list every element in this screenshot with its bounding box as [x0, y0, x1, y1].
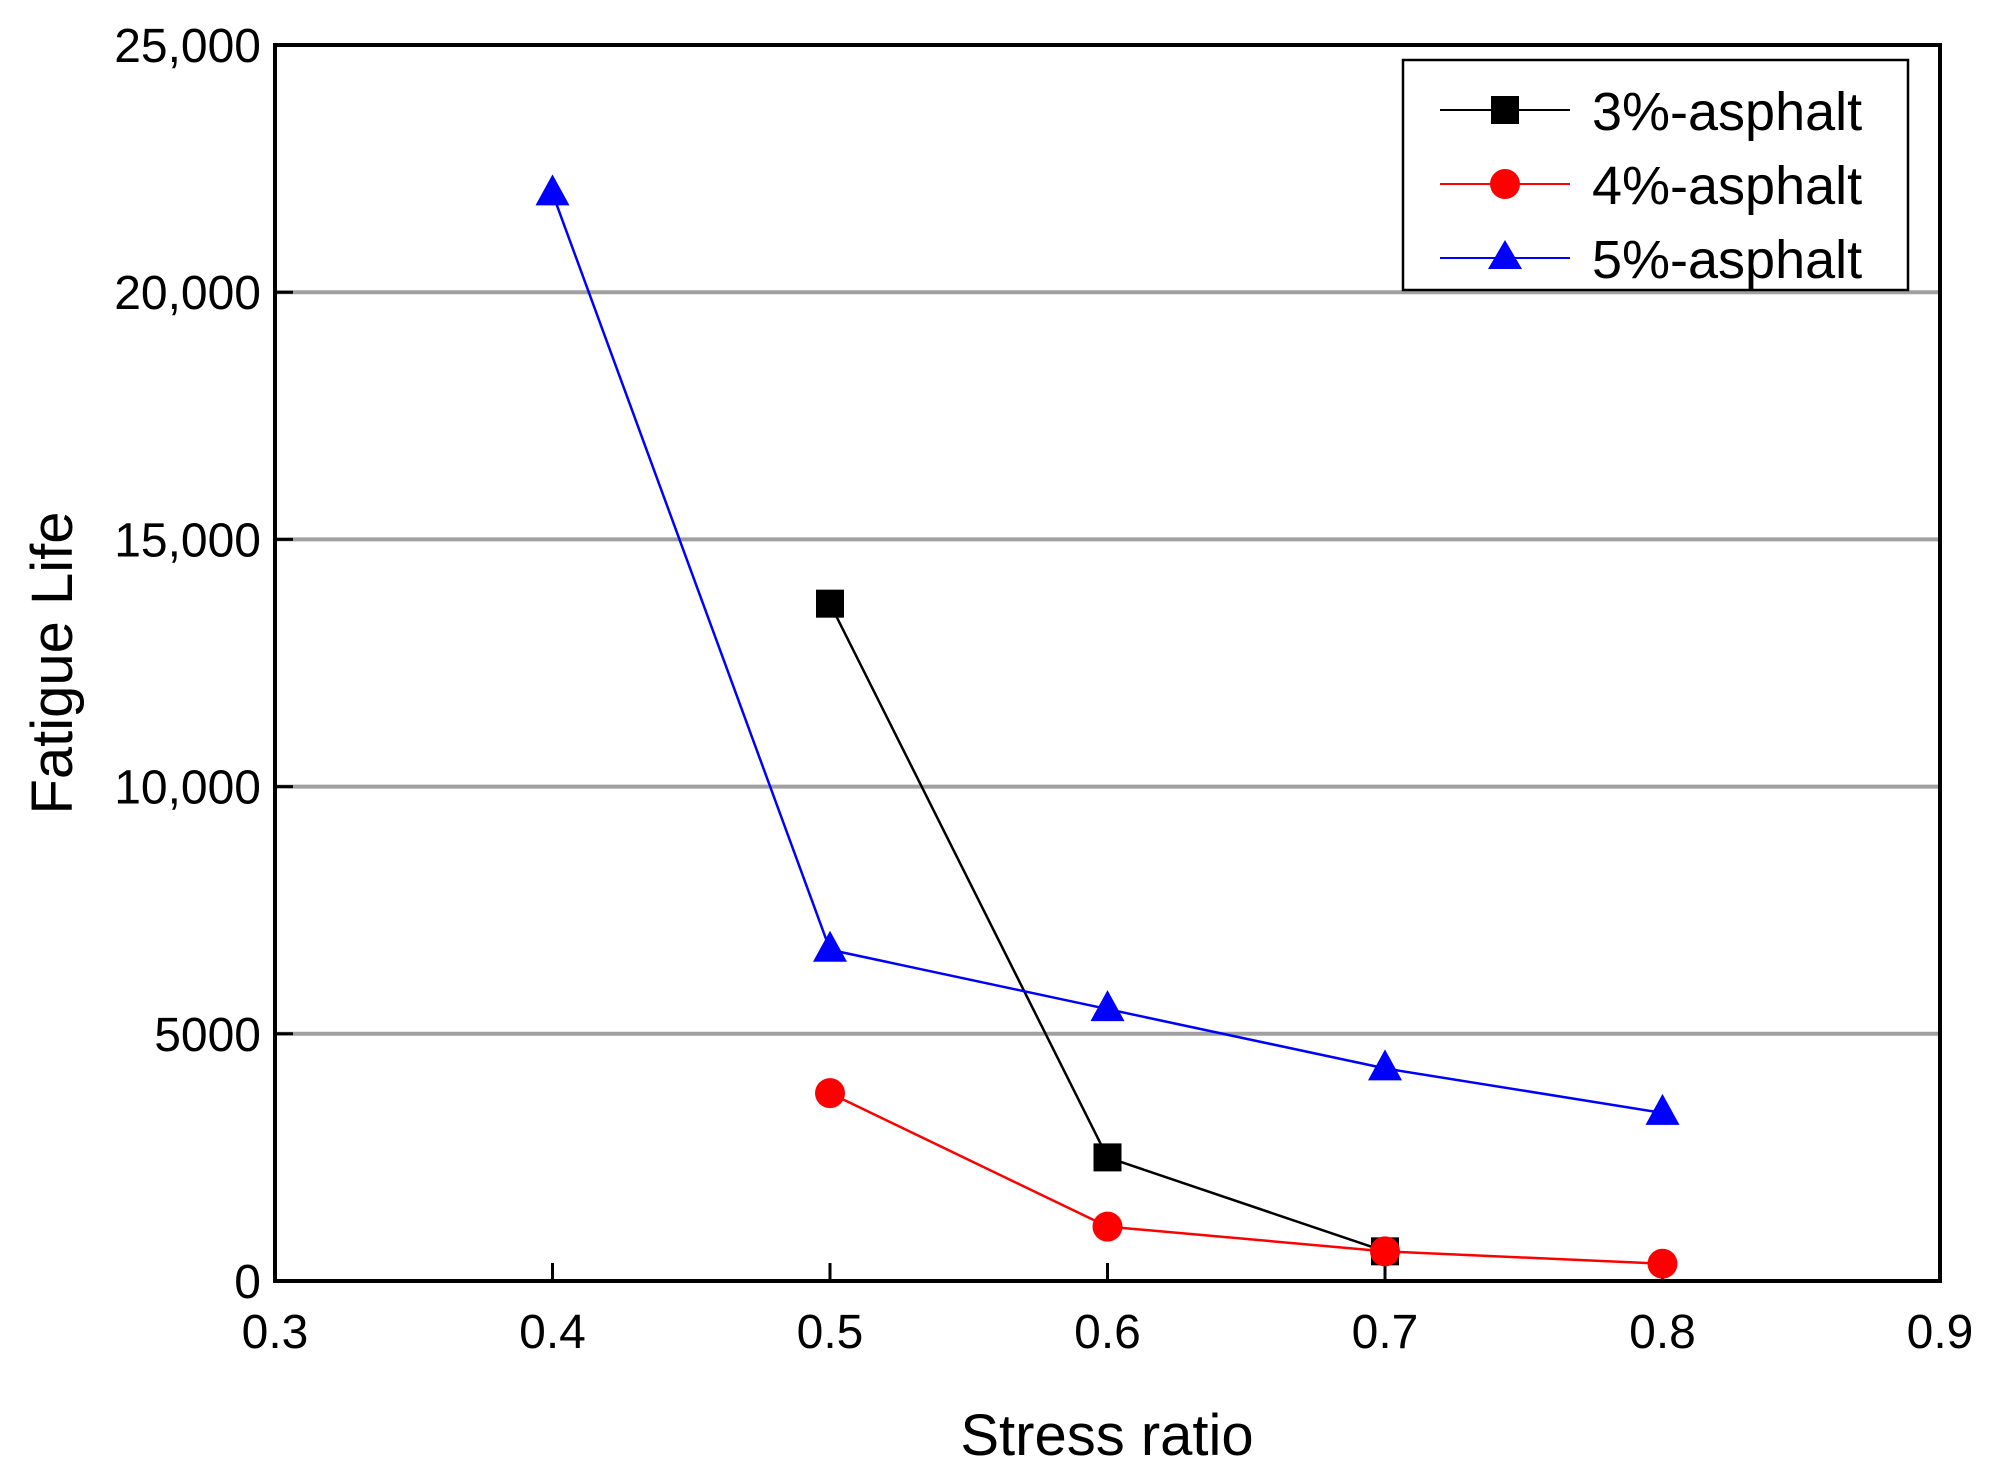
y-tick-label-5: 25,000 [114, 20, 261, 73]
series-layer [535, 174, 1680, 1279]
y-tick-label-2: 10,000 [114, 762, 261, 815]
legend-entry-5pct: 5%-asphalt [1440, 230, 1862, 290]
legend-marker-triangle [1488, 240, 1522, 269]
legend-marker-circle [1490, 169, 1520, 199]
x-tick-label-2: 0.5 [797, 1306, 864, 1359]
legend-label-5pct: 5%-asphalt [1592, 230, 1862, 290]
x-axis-ticks: 0.3 0.4 0.5 0.6 0.7 0.8 0.9 [242, 1263, 1974, 1359]
x-tick-label-1: 0.4 [519, 1306, 586, 1359]
x-tick-label-6: 0.9 [1907, 1306, 1974, 1359]
legend-label-3pct: 3%-asphalt [1592, 82, 1862, 142]
data-point-s0-p1 [1093, 1143, 1122, 1172]
data-point-s2-p1 [813, 930, 847, 962]
data-point-s1-p3 [1647, 1248, 1678, 1279]
data-point-s2-p0 [535, 174, 570, 206]
y-tick-label-3: 15,000 [114, 514, 261, 567]
data-point-s2-p4 [1645, 1093, 1680, 1125]
data-point-s1-p2 [1370, 1236, 1400, 1267]
data-point-s2-p3 [1368, 1049, 1402, 1081]
y-axis-title: Fatigue Life [20, 511, 85, 814]
legend-marker-square [1491, 96, 1519, 124]
legend: 3%-asphalt 4%-asphalt 5%-asphalt [1401, 58, 1910, 292]
legend-entry-4pct: 4%-asphalt [1440, 156, 1862, 216]
series-line-1 [829, 1092, 1663, 1265]
gridlines [275, 290, 1940, 1036]
y-axis-ticks: 0 5000 10,000 15,000 20,000 25,000 [114, 20, 293, 1309]
legend-label-4pct: 4%-asphalt [1592, 156, 1862, 216]
x-tick-label-3: 0.6 [1074, 1306, 1141, 1359]
data-point-s1-p0 [815, 1078, 845, 1109]
data-point-s1-p1 [1092, 1211, 1123, 1242]
y-tick-label-4: 20,000 [114, 267, 261, 320]
data-point-s2-p2 [1090, 990, 1125, 1022]
x-tick-label-5: 0.8 [1629, 1306, 1696, 1359]
x-tick-label-4: 0.7 [1352, 1306, 1419, 1359]
y-tick-label-0: 0 [234, 1256, 261, 1309]
legend-box [1401, 58, 1910, 292]
data-point-s0-p0 [816, 589, 844, 618]
y-tick-label-1: 5000 [154, 1009, 261, 1062]
x-tick-label-0: 0.3 [242, 1306, 309, 1359]
legend-entry-3pct: 3%-asphalt [1440, 82, 1862, 142]
x-axis-title: Stress ratio [960, 1403, 1253, 1468]
